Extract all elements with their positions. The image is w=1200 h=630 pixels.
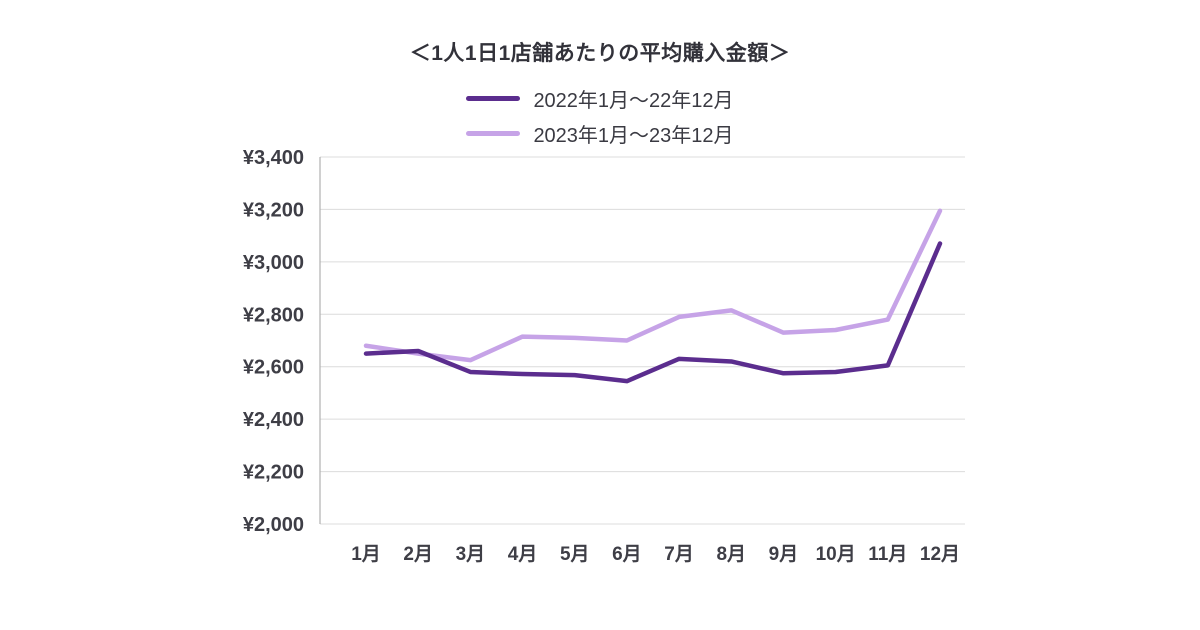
y-tick-label: ¥2,400	[243, 409, 304, 431]
y-tick-label: ¥3,400	[243, 147, 304, 169]
series-line-2022年1月〜22年12月	[363, 241, 943, 384]
x-tick-label: 7月	[664, 544, 694, 565]
x-tick-label: 4月	[508, 544, 538, 565]
x-tick-label: 12月	[920, 544, 960, 565]
series-line-2023年1月〜23年12月	[363, 208, 943, 363]
x-tick-label: 5月	[560, 544, 590, 565]
y-tick-label: ¥2,000	[243, 514, 304, 536]
x-tick-label: 8月	[716, 544, 746, 565]
x-tick-label: 11月	[868, 544, 907, 565]
y-tick-label: ¥3,000	[243, 252, 304, 274]
y-tick-label: ¥3,200	[243, 199, 304, 221]
x-tick-label: 9月	[769, 544, 799, 565]
x-tick-label: 1月	[351, 544, 381, 565]
y-tick-label: ¥2,800	[243, 304, 304, 326]
x-tick-label: 2月	[403, 544, 433, 565]
y-tick-label: ¥2,600	[243, 357, 304, 379]
y-tick-label: ¥2,200	[243, 462, 304, 484]
x-tick-label: 6月	[612, 544, 642, 565]
x-tick-label: 10月	[816, 544, 856, 565]
x-tick-label: 3月	[456, 544, 486, 565]
